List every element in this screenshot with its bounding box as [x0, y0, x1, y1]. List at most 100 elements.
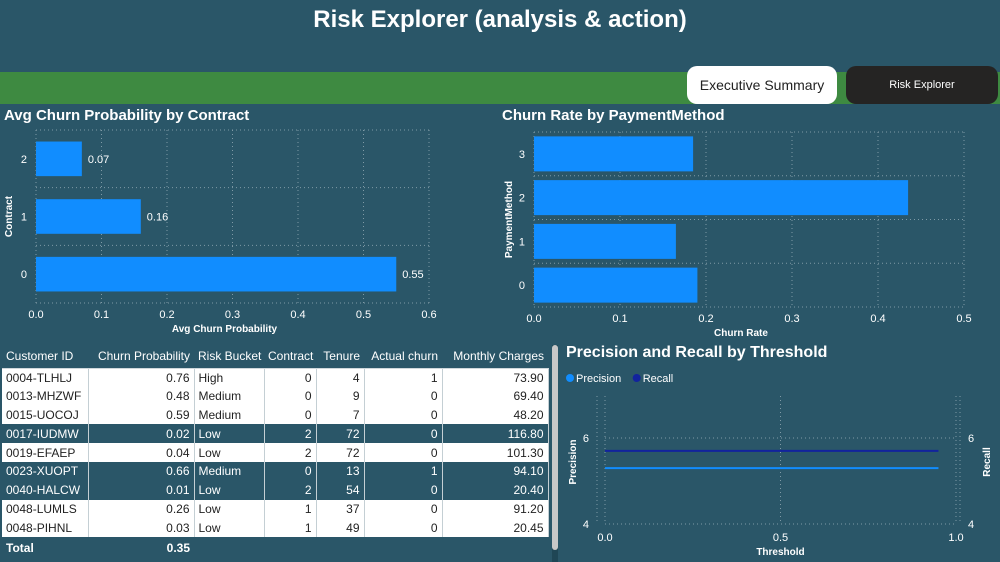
x-tick-label: 0.1: [612, 313, 627, 325]
table-cell: 73.90: [442, 368, 549, 387]
table-cell: 1: [364, 368, 443, 387]
table-cell: 1: [264, 499, 317, 519]
x-tick-label: 0.0: [28, 309, 43, 321]
table-cell: 101.30: [442, 443, 549, 462]
y-tick-label: 4: [583, 519, 589, 531]
y2-tick-label: 6: [968, 433, 974, 445]
table-row[interactable]: 0023-XUOPT 0.66 Medium 0 13 1 94.10: [2, 461, 549, 481]
table-cell: 0.26: [88, 499, 195, 519]
table-cell: 13: [316, 461, 365, 481]
x-tick-label: 0.4: [870, 313, 885, 325]
column-header[interactable]: Contract: [264, 344, 316, 369]
table-cell: 54: [316, 480, 365, 500]
table-cell: 0.66: [88, 461, 195, 481]
column-header[interactable]: Customer ID: [2, 344, 88, 369]
table-cell: 20.40: [442, 480, 549, 500]
x-tick-label: 0.5: [356, 309, 371, 321]
table-cell: 20.45: [442, 518, 549, 538]
table-row[interactable]: 0048-PIHNL 0.03 Low 1 49 0 20.45: [2, 518, 549, 538]
table-row[interactable]: 0015-UOCOJ 0.59 Medium 0 7 0 48.20: [2, 405, 549, 425]
data-label: 0.07: [88, 154, 109, 166]
column-header[interactable]: Monthly Charges: [442, 344, 548, 369]
x-tick-label: 0.4: [290, 309, 305, 321]
x-tick-label: 1.0: [948, 532, 963, 544]
table-cell: 2: [264, 443, 317, 462]
table-cell: Medium: [194, 461, 265, 481]
table-cell: 0: [364, 499, 443, 519]
y-axis-label: Precision: [568, 439, 579, 484]
table-cell: 37: [316, 499, 365, 519]
legend-label: Recall: [643, 373, 674, 385]
executive-summary-button[interactable]: Executive Summary: [687, 66, 837, 104]
table-cell: 72: [316, 424, 365, 444]
y-tick-label: 6: [583, 433, 589, 445]
column-header[interactable]: Tenure: [316, 344, 364, 369]
table-cell: 49: [316, 518, 365, 538]
column-header[interactable]: Actual churn: [364, 344, 442, 369]
payment-chart-title: Churn Rate by PaymentMethod: [502, 107, 725, 124]
legend-marker: [566, 374, 574, 382]
table-cell: 0: [364, 405, 443, 425]
table-scroll-thumb[interactable]: [552, 345, 558, 550]
x-tick-label: 0.0: [526, 313, 541, 325]
x-axis-label: Avg Churn Probability: [172, 324, 278, 335]
table-scrollbar[interactable]: [552, 345, 558, 562]
table-cell: 7: [316, 405, 365, 425]
table-cell: 2: [264, 480, 317, 500]
table-cell: 0004-TLHLJ: [2, 368, 89, 387]
y-tick-label: 0: [519, 280, 525, 292]
table-cell: 0: [364, 443, 443, 462]
table-cell: 1: [264, 518, 317, 538]
column-header[interactable]: Risk Bucket: [194, 344, 264, 369]
bar: [36, 141, 82, 177]
column-header[interactable]: Churn Probability: [88, 344, 194, 369]
risk-explorer-button[interactable]: Risk Explorer: [846, 66, 998, 104]
table-cell: 0015-UOCOJ: [2, 405, 89, 425]
x-tick-label: 0.3: [225, 309, 240, 321]
x-tick-label: 0.5: [773, 532, 788, 544]
table-cell: 48.20: [442, 405, 549, 425]
y-tick-label: 0: [21, 269, 27, 281]
table-cell: 0.48: [88, 386, 195, 406]
table-row[interactable]: 0017-IUDMW 0.02 Low 2 72 0 116.80: [2, 424, 549, 444]
table-cell: 0.76: [88, 368, 195, 387]
table-cell: 0: [364, 518, 443, 538]
total-churn-probability: 0.35: [166, 541, 190, 556]
table-cell: 0.02: [88, 424, 195, 444]
precision-recall-chart: Precision Recall 0.0 0.5 1.0 4 4 6 6 Threshold Pre…: [566, 373, 993, 558]
table-cell: 0019-EFAEP: [2, 443, 89, 462]
table-row[interactable]: 0048-LUMLS 0.26 Low 1 37 0 91.20: [2, 499, 549, 519]
table-cell: 1: [364, 461, 443, 481]
table-cell: Low: [194, 424, 265, 444]
x-axis-label: Threshold: [756, 547, 804, 558]
bar: [534, 136, 694, 172]
x-tick-label: 0.0: [597, 532, 612, 544]
table-cell: 0: [364, 424, 443, 444]
table-cell: 0.03: [88, 518, 195, 538]
bar: [534, 180, 909, 216]
table-cell: 0040-HALCW: [2, 480, 89, 500]
x-tick-label: 0.2: [698, 313, 713, 325]
y-tick-label: 2: [21, 154, 27, 166]
table-header-row: Customer ID Churn Probability Risk Bucket C…: [2, 344, 548, 369]
table-cell: 0: [364, 386, 443, 406]
table-cell: 2: [264, 424, 317, 444]
table-cell: 0.59: [88, 405, 195, 425]
table-cell: Low: [194, 499, 265, 519]
table-cell: 94.10: [442, 461, 549, 481]
data-label: 0.55: [402, 269, 423, 281]
bar: [36, 256, 397, 292]
table-row[interactable]: 0040-HALCW 0.01 Low 2 54 0 20.40: [2, 480, 549, 500]
table-cell: 0048-PIHNL: [2, 518, 89, 538]
table-cell: 0.01: [88, 480, 195, 500]
table-cell: 0: [264, 405, 317, 425]
table-row[interactable]: 0004-TLHLJ 0.76 High 0 4 1 73.90: [2, 368, 549, 387]
legend-label: Precision: [576, 373, 621, 385]
table-cell: 0.04: [88, 443, 195, 462]
table-row[interactable]: 0019-EFAEP 0.04 Low 2 72 0 101.30: [2, 443, 549, 462]
table-row[interactable]: 0013-MHZWF 0.48 Medium 0 9 0 69.40: [2, 386, 549, 406]
legend-marker: [632, 374, 641, 382]
table-cell: Low: [194, 443, 265, 462]
table-cell: 0: [364, 480, 443, 500]
y2-tick-label: 4: [968, 519, 974, 531]
